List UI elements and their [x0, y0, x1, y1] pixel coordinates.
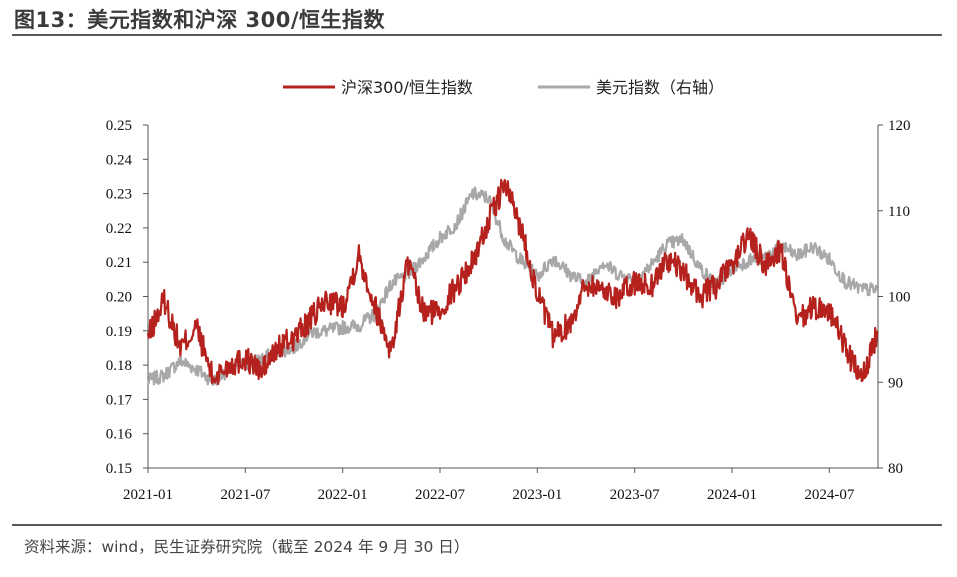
x-tick-label: 2023-01 — [512, 487, 562, 503]
series-csi300-hsi-line — [146, 178, 879, 386]
x-tick-label: 2022-01 — [318, 487, 368, 503]
x-tick-label: 2022-07 — [415, 487, 465, 503]
legend: 沪深300/恒生指数 美元指数（右轴） — [283, 78, 724, 97]
y-right-tick-label: 80 — [888, 461, 903, 477]
y-right-tick-label: 100 — [888, 290, 911, 306]
y-left-tick-label: 0.19 — [106, 324, 132, 340]
y-left-tick-label: 0.15 — [106, 461, 132, 477]
y-right-tick-label: 90 — [888, 375, 903, 391]
x-tick-label: 2023-07 — [610, 487, 660, 503]
x-tick-label: 2024-01 — [707, 487, 757, 503]
chart-axes: 0.15 0.16 0.17 0.18 0.19 0.20 0.21 0.22 0.23 0.24… — [106, 118, 911, 503]
source-note: 资料来源：wind，民生证券研究院（截至 2024 年 9 月 30 日） — [24, 538, 470, 556]
source-rule — [12, 524, 942, 526]
y-left-tick-label: 0.20 — [106, 290, 132, 306]
x-tick-label: 2021-07 — [220, 487, 270, 503]
y-left-tick-label: 0.18 — [106, 358, 132, 374]
figure-title: 图13：美元指数和沪深 300/恒生指数 — [14, 8, 386, 32]
legend-label-csi300-hsi: 沪深300/恒生指数 — [341, 78, 473, 97]
y-left-tick-label: 0.21 — [106, 255, 132, 271]
y-right-tick-label: 120 — [888, 118, 911, 134]
x-tick-label: 2024-07 — [804, 487, 854, 503]
chart-series — [146, 178, 879, 386]
legend-label-dollar-index: 美元指数（右轴） — [596, 78, 724, 97]
y-left-tick-label: 0.25 — [106, 118, 132, 134]
series-dollar-index-line — [146, 186, 879, 386]
y-left-tick-label: 0.16 — [106, 427, 133, 443]
y-left-tick-label: 0.24 — [106, 152, 133, 168]
y-right-tick-label: 110 — [888, 204, 910, 220]
y-left-tick-label: 0.23 — [106, 187, 132, 203]
x-tick-label: 2021-01 — [123, 487, 173, 503]
y-left-tick-label: 0.22 — [106, 221, 132, 237]
y-left-tick-label: 0.17 — [106, 392, 133, 408]
title-rule — [12, 34, 942, 36]
